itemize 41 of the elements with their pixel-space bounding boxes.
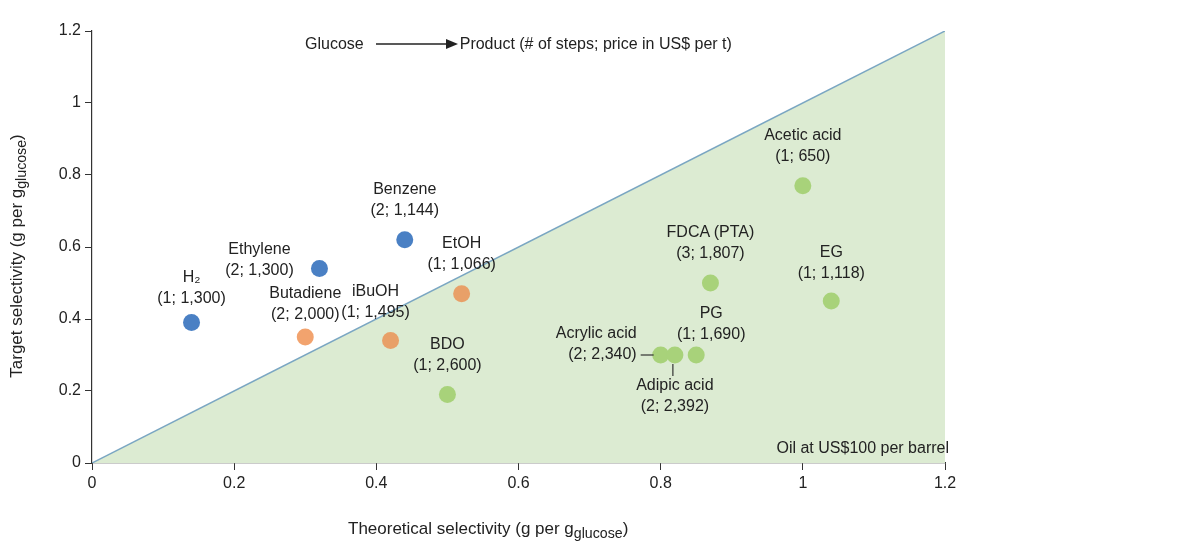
annotation: Butadiene (2; 2,000) bbox=[269, 284, 342, 323]
point bbox=[453, 285, 471, 303]
point bbox=[438, 386, 456, 404]
x-tick-label: 1.2 bbox=[933, 474, 957, 492]
x-tick-label: 1 bbox=[798, 474, 808, 492]
point bbox=[183, 314, 201, 332]
annotation: Adipic acid (2; 2,392) bbox=[636, 376, 714, 415]
annotation: PG (1; 1,690) bbox=[676, 304, 746, 343]
point bbox=[822, 292, 840, 310]
point bbox=[701, 274, 719, 292]
annotation: Product (# of steps; price in US$ per t) bbox=[459, 35, 732, 53]
annotation: FDCA (PTA) (3; 1,807) bbox=[666, 223, 755, 262]
point bbox=[382, 332, 400, 350]
point bbox=[794, 177, 812, 195]
annotation: Oil at US$100 per barrel bbox=[776, 439, 949, 457]
x-tick-label: 0.8 bbox=[649, 474, 672, 492]
point bbox=[666, 346, 684, 364]
x-tick-label: 0 bbox=[87, 474, 97, 492]
y-tick-label: 0.6 bbox=[58, 237, 82, 255]
x-tick-label: 0.4 bbox=[365, 474, 388, 492]
annotation: Benzene (2; 1,144) bbox=[370, 180, 440, 219]
annotation: Ethylene (2; 1,300) bbox=[225, 240, 294, 279]
y-tick-label: 1 bbox=[72, 93, 82, 111]
y-tick-label: 0 bbox=[72, 453, 82, 471]
y-tick-label: 0.2 bbox=[58, 381, 82, 399]
x-axis-title: Theoretical selectivity (g per g$_{glucose}$) bbox=[348, 519, 629, 542]
annotation: Acrylic acid (2; 2,340) bbox=[555, 324, 637, 363]
annotation: EG (1; 1,118) bbox=[797, 243, 865, 282]
point bbox=[310, 260, 328, 278]
point bbox=[396, 231, 414, 249]
y-tick-label: 1.2 bbox=[58, 21, 82, 39]
annotation: Glucose bbox=[305, 35, 364, 53]
annotation: Acetic acid (1; 650) bbox=[764, 126, 842, 165]
y-tick-label: 0.8 bbox=[58, 165, 82, 183]
y-tick-label: 0.4 bbox=[58, 309, 82, 327]
annotation: H₂ (1; 1,300) bbox=[157, 268, 226, 307]
annotation: BDO (1; 2,600) bbox=[413, 335, 482, 374]
x-tick-label: 0.2 bbox=[223, 474, 246, 492]
point bbox=[296, 328, 314, 346]
point bbox=[687, 346, 705, 364]
x-tick-label: 0.6 bbox=[507, 474, 530, 492]
